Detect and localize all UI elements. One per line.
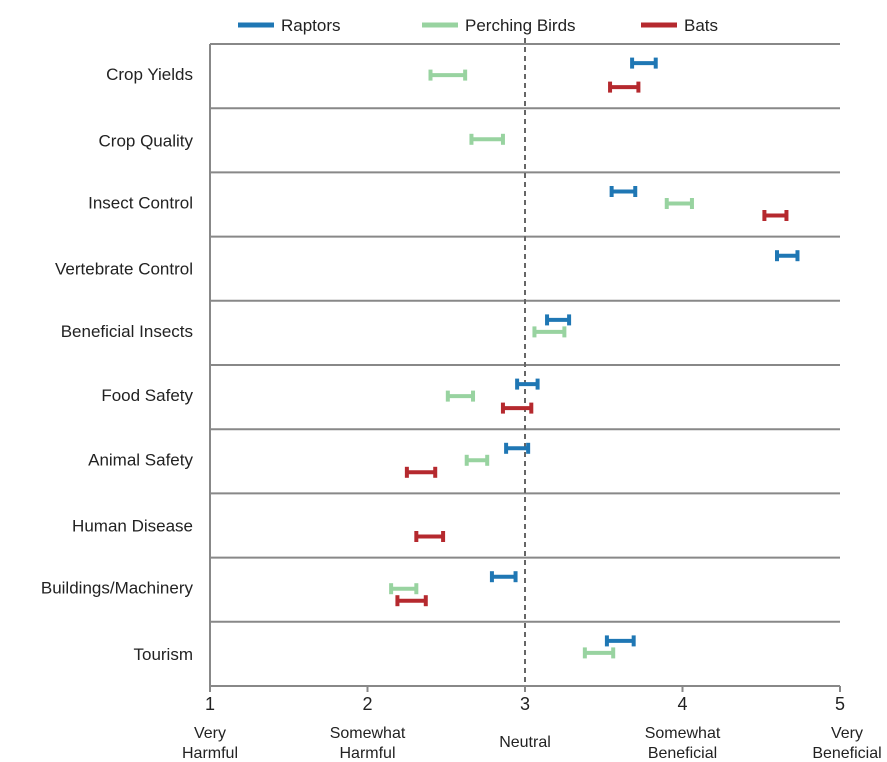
x-tick-description-4-line2: Beneficial [648,745,717,762]
range-bar-bats-food-safety [500,402,534,414]
x-tick-description-3-line1: Neutral [499,734,551,751]
category-label-crop-yields: Crop Yields [106,65,193,84]
x-tick-label-5: 5 [835,694,845,714]
category-label-food-safety: Food Safety [101,386,193,405]
range-bar-perching-birds-tourism [582,647,616,659]
range-bar-raptors-beneficial-insects [545,314,572,326]
category-label-buildings-machinery: Buildings/Machinery [41,579,194,598]
x-tick-label-2: 2 [362,694,372,714]
legend-label-raptors: Raptors [281,16,341,35]
range-bar-perching-birds-crop-yields [428,69,468,81]
range-bar-raptors-crop-yields [630,57,658,69]
range-bars [389,57,800,659]
legend: Raptors Perching Birds Bats [238,16,718,35]
range-bar-bats-buildings-machinery [395,595,428,607]
x-tick-label-3: 3 [520,694,530,714]
x-tick-description-5-line2: Beneficial [812,745,881,762]
x-axis: 1 Very Harmful 2 Somewhat Harmful 3 Neutral 4 Som… [182,44,882,762]
category-label-insect-control: Insect Control [88,194,193,213]
x-tick-description-1-line2: Harmful [182,745,238,762]
legend-label-bats: Bats [684,16,718,35]
range-bar-bats-insect-control [762,210,789,221]
range-bar-raptors-animal-safety [504,442,531,454]
category-label-crop-quality: Crop Quality [99,131,194,150]
range-bar-perching-birds-crop-quality [469,133,505,145]
range-bar-raptors-insect-control [609,186,638,197]
range-bar-perching-birds-buildings-machinery [389,583,419,595]
x-tick-description-2-line1: Somewhat [330,725,406,742]
range-bar-bats-crop-yields [608,81,641,93]
category-label-human-disease: Human Disease [72,517,193,536]
range-bar-raptors-food-safety [515,378,540,390]
range-bar-raptors-vertebrate-control [775,250,800,262]
x-tick-label-1: 1 [205,694,215,714]
category-label-tourism: Tourism [133,645,193,664]
category-label-beneficial-insects: Beneficial Insects [61,322,193,341]
range-bar-perching-birds-insect-control [664,198,694,209]
x-tick-description-1-line1: Very [194,725,226,742]
range-bar-raptors-tourism [604,635,636,647]
x-tick-description-2-line2: Harmful [339,745,395,762]
x-tick-label-4: 4 [677,694,687,714]
range-bar-perching-birds-beneficial-insects [532,326,567,338]
category-label-animal-safety: Animal Safety [88,450,193,469]
range-bar-bats-animal-safety [404,466,438,478]
legend-label-perching-birds: Perching Birds [465,16,576,35]
x-tick-description-5-line1: Very [831,725,863,742]
range-bar-perching-birds-animal-safety [464,454,490,466]
range-bar-bats-human-disease [414,531,446,542]
category-rows: Crop Yields Crop Quality Insect Control Ver… [41,43,840,664]
category-label-vertebrate-control: Vertebrate Control [55,260,193,279]
range-bar-perching-birds-food-safety [445,390,476,402]
x-tick-description-4-line1: Somewhat [645,725,721,742]
range-bar-raptors-buildings-machinery [489,571,518,583]
